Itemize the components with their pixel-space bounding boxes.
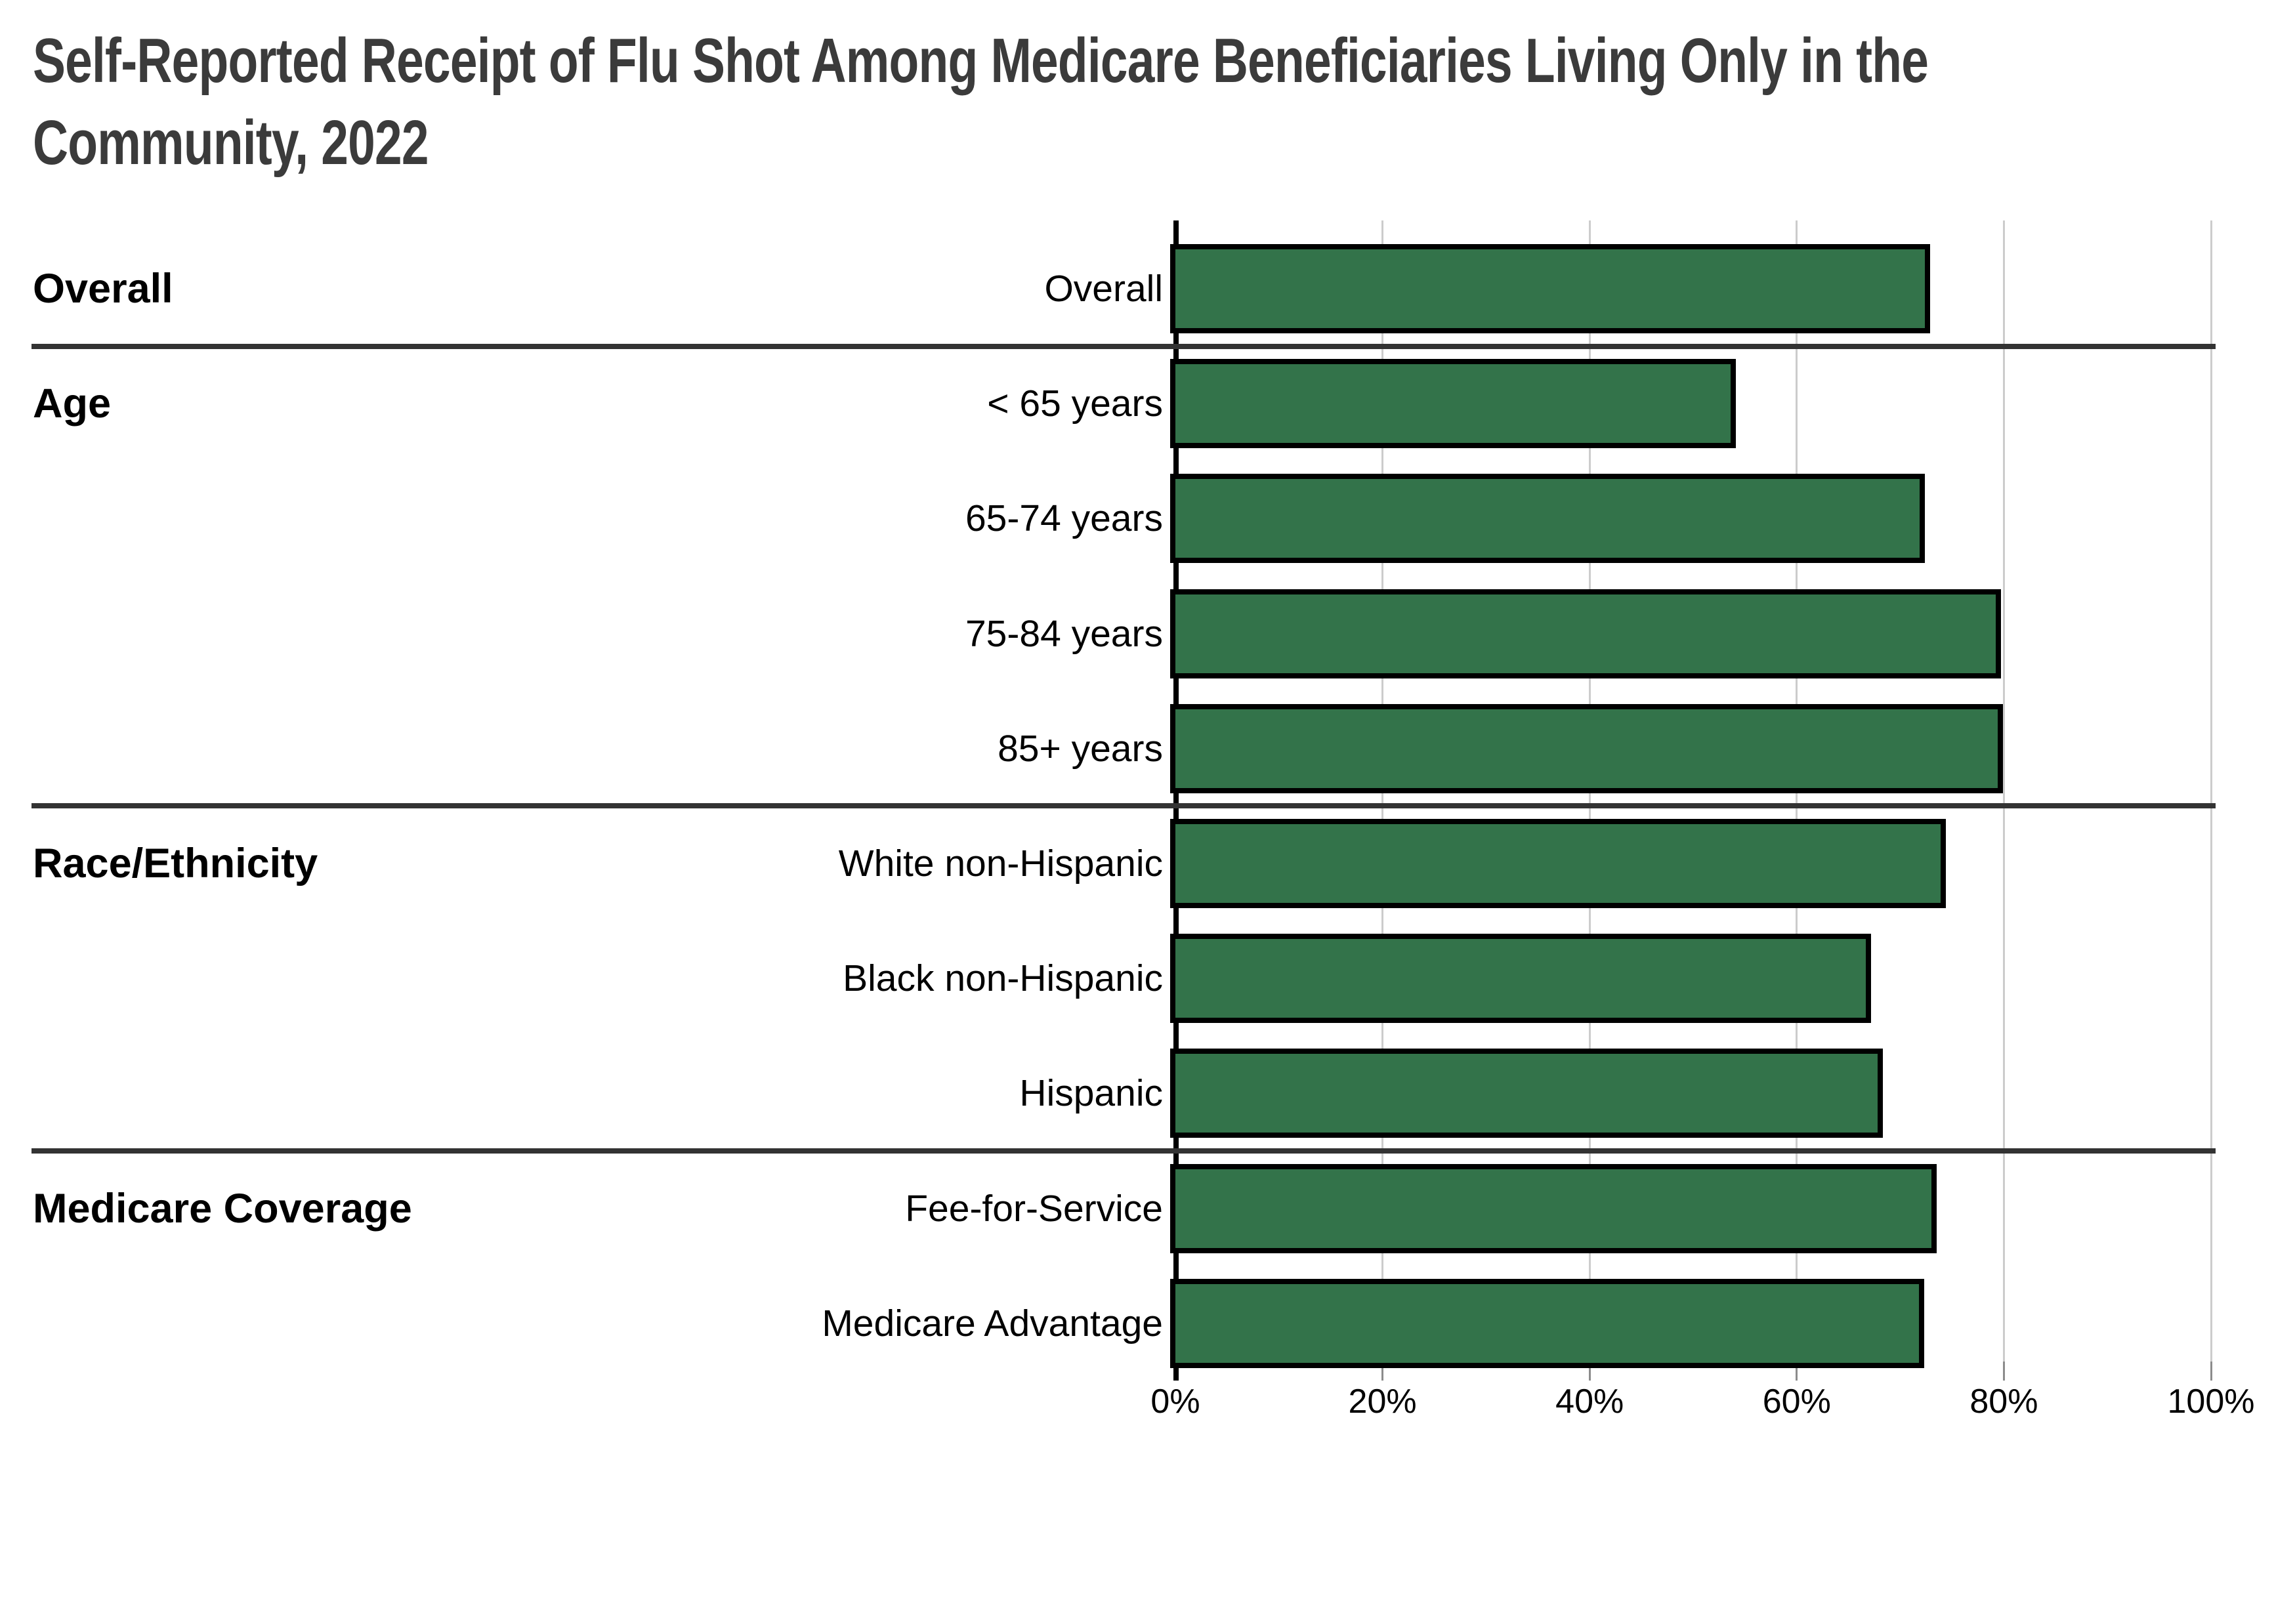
grid-line — [2002, 220, 2005, 1362]
section-label: Medicare Coverage — [33, 1185, 412, 1232]
bar — [1170, 934, 1872, 1024]
axis-tick — [2210, 1362, 2212, 1381]
x-tick-label: 40% — [1555, 1383, 1624, 1421]
section-label: Race/Ethnicity — [33, 841, 318, 886]
grid-line — [2210, 220, 2212, 1362]
row-label: < 65 years — [987, 383, 1163, 425]
section-divider — [32, 1148, 2216, 1154]
row-label: 65-74 years — [965, 497, 1163, 540]
row-label: Hispanic — [1019, 1072, 1163, 1115]
bar — [1170, 474, 1926, 564]
bar — [1170, 244, 1931, 333]
x-tick-label: 60% — [1762, 1383, 1831, 1421]
x-tick-label: 100% — [2167, 1383, 2255, 1421]
section-divider — [32, 803, 2216, 809]
y-axis-line — [1173, 220, 1179, 1381]
chart-title-line2: Community, 2022 — [33, 108, 429, 178]
bar — [1170, 703, 2003, 793]
bar — [1170, 359, 1736, 449]
section-label: Overall — [33, 266, 173, 312]
bar — [1170, 819, 1947, 908]
chart-title-line1: Self-Reported Receipt of Flu Shot Among … — [33, 26, 1929, 96]
x-tick-label: 20% — [1348, 1383, 1417, 1421]
row-label: 75-84 years — [965, 612, 1163, 655]
chart-title: Self-Reported Receipt of Flu Shot Among … — [33, 20, 2274, 184]
axis-tick — [1381, 1362, 1384, 1381]
x-tick-label: 0% — [1150, 1383, 1200, 1421]
row-label: White non-Hispanic — [838, 843, 1163, 885]
section-label: Age — [33, 381, 112, 427]
bar — [1170, 1163, 1937, 1253]
axis-tick — [1796, 1362, 1798, 1381]
row-label: Overall — [1044, 268, 1163, 310]
x-tick-label: 80% — [1969, 1383, 2038, 1421]
axis-tick — [2002, 1362, 2005, 1381]
bar — [1170, 1278, 1924, 1368]
bar — [1170, 1049, 1883, 1138]
row-label: Medicare Advantage — [822, 1302, 1163, 1344]
row-label: Black non-Hispanic — [843, 957, 1163, 1000]
axis-tick — [1588, 1362, 1591, 1381]
bar — [1170, 589, 2001, 678]
row-label: 85+ years — [998, 727, 1163, 770]
row-label: Fee-for-Service — [905, 1187, 1163, 1230]
section-divider — [32, 343, 2216, 349]
